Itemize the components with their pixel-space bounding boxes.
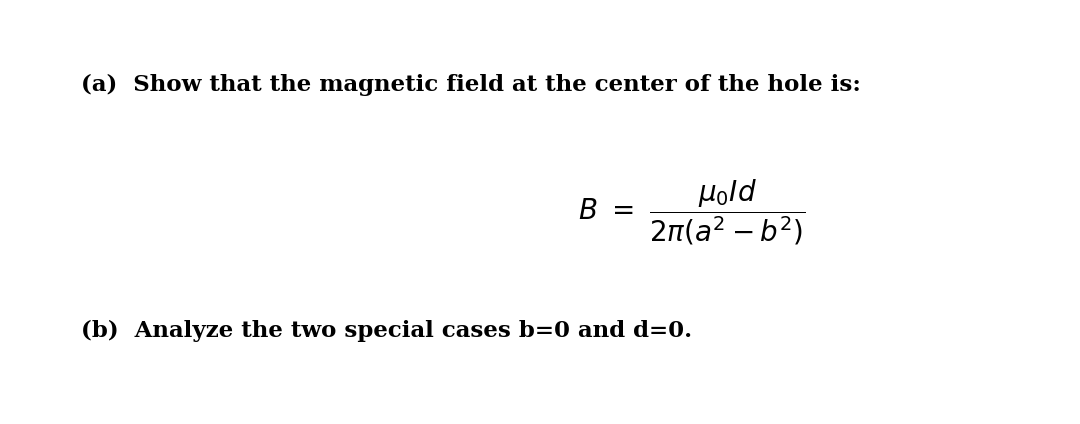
Text: (b)  Analyze the two special cases b=0 and d=0.: (b) Analyze the two special cases b=0 an… xyxy=(81,320,692,342)
Text: (a)  Show that the magnetic field at the center of the hole is:: (a) Show that the magnetic field at the … xyxy=(81,74,861,96)
Text: $\mathit{B} \ = \ \dfrac{\mu_0 \mathit{Id}}{2\pi(\mathit{a}^2 - \mathit{b}^2)}$: $\mathit{B} \ = \ \dfrac{\mu_0 \mathit{I… xyxy=(578,177,806,247)
